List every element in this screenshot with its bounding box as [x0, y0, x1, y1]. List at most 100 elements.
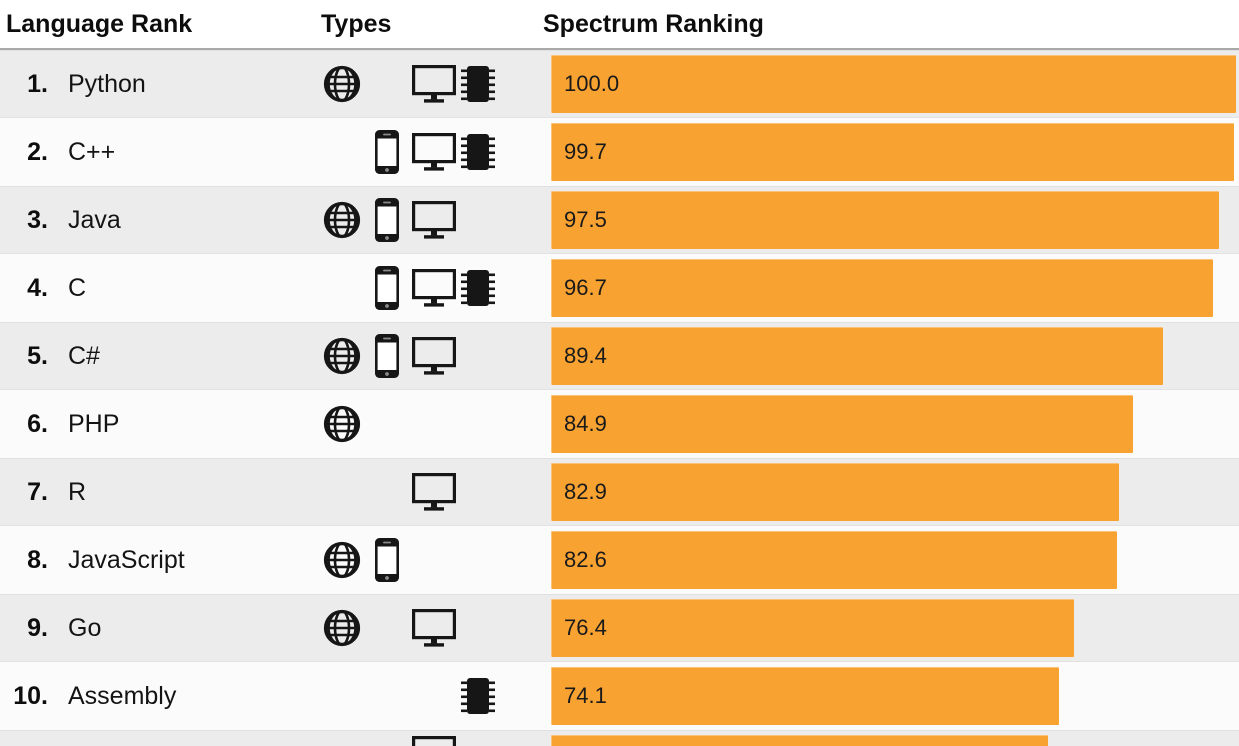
score-bar [551, 735, 1048, 746]
language-name: Python [68, 69, 146, 98]
bar-column: 82.9 [551, 463, 1236, 521]
table-row: 6. PHP 84.9 [0, 390, 1239, 458]
type-icons [320, 736, 508, 746]
score-label: 97.5 [564, 207, 607, 232]
bar-column: 100.0 [551, 55, 1236, 113]
table-header: Language Rank Types Spectrum Ranking [0, 0, 1239, 50]
score-bar: 82.9 [551, 463, 1119, 521]
table-row: 10. Assembly 74.1 [0, 662, 1239, 730]
monitor-icon [410, 133, 458, 171]
language-name: R [68, 477, 87, 506]
phone-icon [364, 197, 410, 243]
monitor-icon [410, 65, 458, 103]
score-label: 99.7 [564, 139, 607, 164]
bar-column: 96.7 [551, 259, 1236, 317]
chip-icon [458, 63, 498, 105]
type-icons [320, 333, 508, 379]
table-row [0, 730, 1239, 746]
globe-icon [320, 200, 364, 240]
score-bar: 84.9 [551, 395, 1133, 453]
bar-column: 82.6 [551, 531, 1236, 589]
rank-label: 9. [27, 613, 48, 642]
score-label: 96.7 [564, 275, 607, 300]
score-label: 76.4 [564, 615, 607, 640]
language-name: Java [68, 205, 121, 234]
type-icons [320, 265, 508, 311]
chip-icon [458, 675, 498, 717]
type-icons [320, 404, 508, 444]
bar-column: 84.9 [551, 395, 1236, 453]
score-bar: 82.6 [551, 531, 1117, 589]
chip-icon [458, 267, 498, 309]
type-icons [320, 537, 508, 583]
rank-label: 6. [27, 409, 48, 438]
type-icons [320, 129, 508, 175]
globe-icon [320, 336, 364, 376]
column-header-spectrum-ranking: Spectrum Ranking [543, 9, 764, 38]
rank-label: 1. [27, 69, 48, 98]
score-bar: 100.0 [551, 55, 1236, 113]
table-row: 9. Go 76.4 [0, 594, 1239, 662]
globe-icon [320, 540, 364, 580]
score-label: 100.0 [564, 71, 620, 96]
score-label: 74.1 [564, 683, 607, 708]
score-bar: 97.5 [551, 191, 1219, 249]
language-name: C++ [68, 137, 116, 166]
bar-column: 97.5 [551, 191, 1236, 249]
language-name: PHP [68, 409, 120, 438]
bar-column [551, 735, 1236, 746]
score-label: 89.4 [564, 343, 607, 368]
rank-label: 2. [27, 137, 48, 166]
ranking-rows: 1. Python 100.0 2. C++ 99.7 3. Java 97.5… [0, 50, 1239, 746]
phone-icon [364, 537, 410, 583]
rank-label: 5. [27, 341, 48, 370]
type-icons [320, 675, 508, 717]
type-icons [320, 608, 508, 648]
monitor-icon [410, 269, 458, 307]
type-icons [320, 197, 508, 243]
rank-label: 4. [27, 273, 48, 302]
score-bar: 74.1 [551, 667, 1059, 725]
globe-icon [320, 64, 364, 104]
table-row: 5. C# 89.4 [0, 322, 1239, 390]
column-header-language-rank: Language Rank [6, 9, 193, 38]
language-name: C [68, 273, 87, 302]
rank-label: 10. [13, 681, 48, 710]
score-label: 82.9 [564, 479, 607, 504]
language-name: Go [68, 613, 102, 642]
globe-icon [320, 404, 364, 444]
monitor-icon [410, 736, 458, 746]
table-row: 8. JavaScript 82.6 [0, 526, 1239, 594]
score-bar: 99.7 [551, 123, 1234, 181]
phone-icon [364, 265, 410, 311]
type-icons [320, 63, 508, 105]
table-row: 4. C 96.7 [0, 254, 1239, 322]
column-header-types: Types [321, 9, 392, 38]
globe-icon [320, 608, 364, 648]
monitor-icon [410, 337, 458, 375]
phone-icon [364, 333, 410, 379]
score-label: 82.6 [564, 547, 607, 572]
score-bar: 96.7 [551, 259, 1214, 317]
type-icons [320, 473, 508, 511]
bar-column: 74.1 [551, 667, 1236, 725]
bar-column: 99.7 [551, 123, 1236, 181]
table-row: 1. Python 100.0 [0, 50, 1239, 118]
language-name: JavaScript [68, 545, 185, 574]
table-row: 7. R 82.9 [0, 458, 1239, 526]
language-name: C# [68, 341, 100, 370]
rank-label: 3. [27, 205, 48, 234]
score-label: 84.9 [564, 411, 607, 436]
rank-label: 8. [27, 545, 48, 574]
chip-icon [458, 131, 498, 173]
score-bar: 76.4 [551, 599, 1075, 657]
phone-icon [364, 129, 410, 175]
monitor-icon [410, 473, 458, 511]
score-bar: 89.4 [551, 327, 1164, 385]
table-row: 3. Java 97.5 [0, 186, 1239, 254]
language-name: Assembly [68, 681, 177, 710]
rank-label: 7. [27, 477, 48, 506]
bar-column: 76.4 [551, 599, 1236, 657]
bar-column: 89.4 [551, 327, 1236, 385]
